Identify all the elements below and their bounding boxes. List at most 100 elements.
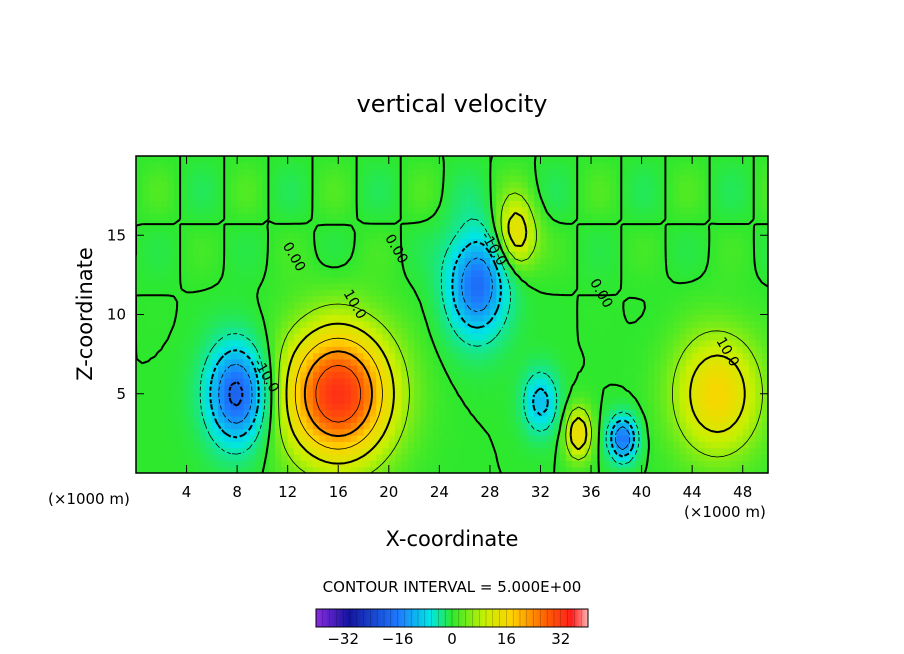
field-cell xyxy=(553,460,561,468)
field-cell xyxy=(401,200,409,208)
field-cell xyxy=(363,225,371,233)
field-cell xyxy=(268,244,276,252)
field-cell xyxy=(180,276,188,284)
field-cell xyxy=(723,156,731,163)
field-cell xyxy=(243,276,251,284)
field-cell xyxy=(173,346,181,354)
field-cell xyxy=(749,270,756,278)
field-cell xyxy=(704,365,712,373)
field-cell xyxy=(363,390,371,398)
field-cell xyxy=(395,460,403,468)
field-cell xyxy=(546,295,554,303)
field-cell xyxy=(546,453,554,461)
field-cell xyxy=(407,434,415,442)
field-cell xyxy=(369,428,377,436)
field-cell xyxy=(622,219,630,227)
field-cell xyxy=(136,453,143,461)
field-cell xyxy=(723,232,731,240)
field-cell xyxy=(730,409,737,417)
field-cell xyxy=(350,428,358,436)
field-cell xyxy=(230,168,238,176)
field-cell xyxy=(369,301,377,309)
field-cell xyxy=(369,365,377,373)
field-cell xyxy=(673,168,681,176)
field-cell xyxy=(142,181,150,189)
field-cell xyxy=(275,339,282,347)
field-cell xyxy=(521,181,529,189)
field-cell xyxy=(142,187,150,195)
field-cell xyxy=(704,219,712,227)
field-cell xyxy=(647,447,655,455)
field-cell xyxy=(483,282,491,290)
field-cell xyxy=(761,339,768,347)
field-cell xyxy=(218,415,226,423)
field-cell xyxy=(616,295,624,303)
field-cell xyxy=(439,415,447,423)
field-cell xyxy=(199,244,207,252)
field-cell xyxy=(275,327,282,335)
field-cell xyxy=(616,270,624,278)
field-cell xyxy=(167,181,175,189)
field-cell xyxy=(527,156,535,163)
field-cell xyxy=(622,276,630,284)
field-cell xyxy=(749,206,756,214)
field-cell xyxy=(439,333,447,341)
field-cell xyxy=(698,447,706,455)
field-cell xyxy=(211,308,219,316)
field-cell xyxy=(325,434,333,442)
field-cell xyxy=(755,238,763,246)
field-cell xyxy=(584,358,592,366)
field-cell xyxy=(199,295,207,303)
field-cell xyxy=(730,428,737,436)
field-cell xyxy=(534,371,542,379)
field-cell xyxy=(407,181,415,189)
field-cell xyxy=(388,251,396,259)
field-cell xyxy=(325,289,333,297)
field-cell xyxy=(344,346,352,354)
field-cell xyxy=(572,434,579,442)
field-cell xyxy=(173,371,181,379)
field-cell xyxy=(445,257,453,265)
field-cell xyxy=(458,453,466,461)
field-cell xyxy=(218,447,226,455)
field-cell xyxy=(559,213,567,220)
field-cell xyxy=(711,409,719,417)
field-cell xyxy=(433,460,440,468)
field-cell xyxy=(749,238,756,246)
field-cell xyxy=(685,168,693,176)
field-cell xyxy=(319,320,327,328)
field-cell xyxy=(420,219,428,227)
field-cell xyxy=(508,301,516,309)
field-cell xyxy=(230,282,238,290)
field-cell xyxy=(628,244,636,252)
field-cell xyxy=(749,365,756,373)
field-cell xyxy=(281,466,289,473)
field-cell xyxy=(148,358,156,366)
field-cell xyxy=(666,175,674,182)
field-cell xyxy=(597,352,605,360)
field-cell xyxy=(281,428,289,436)
field-cell xyxy=(344,447,352,455)
field-cell xyxy=(237,187,245,195)
field-cell xyxy=(287,232,295,240)
field-cell xyxy=(331,187,339,195)
field-cell xyxy=(489,168,497,176)
field-cell xyxy=(331,244,339,252)
field-cell xyxy=(628,295,636,303)
field-cell xyxy=(218,377,226,385)
field-cell xyxy=(515,396,523,404)
field-cell xyxy=(591,396,598,404)
field-cell xyxy=(736,447,744,455)
field-cell xyxy=(154,327,162,335)
field-cell xyxy=(426,187,434,195)
field-cell xyxy=(496,327,504,335)
field-cell xyxy=(300,365,308,373)
field-cell xyxy=(319,301,327,309)
field-cell xyxy=(262,396,270,404)
field-cell xyxy=(237,320,245,328)
field-cell xyxy=(426,200,434,208)
field-cell xyxy=(452,377,459,385)
field-cell xyxy=(230,194,238,201)
field-cell xyxy=(515,213,523,220)
field-cell xyxy=(382,396,390,404)
